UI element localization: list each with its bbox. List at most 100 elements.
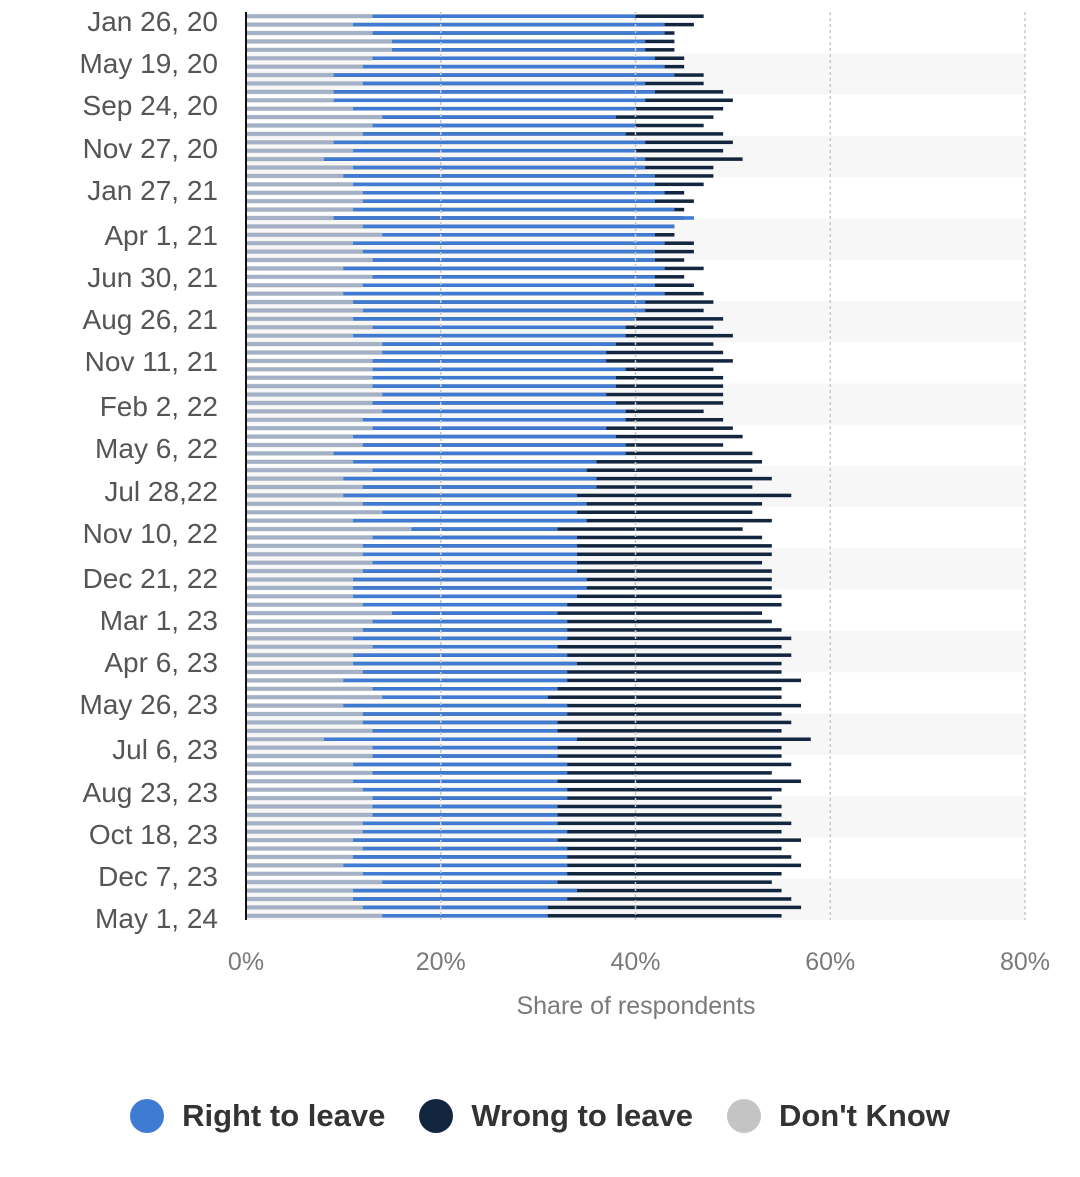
bar-right-to-leave: [246, 863, 568, 868]
bar-don-t-know: [246, 299, 354, 305]
bar-don-t-know: [246, 888, 354, 893]
bar-don-t-know: [246, 425, 373, 431]
bar-right-to-leave: [246, 619, 568, 624]
legend-item-dont-know[interactable]: Don't Know: [726, 1098, 950, 1134]
bar-don-t-know: [246, 367, 373, 372]
bar-don-t-know: [246, 47, 393, 53]
bar-right-to-leave: [246, 451, 626, 456]
bar-right-to-leave: [246, 544, 578, 548]
bar-right-to-leave: [246, 241, 665, 245]
bar-right-to-leave: [246, 417, 626, 422]
bar-don-t-know: [246, 131, 363, 137]
y-tick-label: May 6, 22: [95, 433, 218, 464]
bar-right-to-leave: [246, 779, 558, 784]
bar-right-to-leave: [246, 560, 578, 565]
bar-don-t-know: [246, 854, 354, 860]
bar-don-t-know: [246, 484, 363, 490]
bar-don-t-know: [246, 795, 373, 801]
bar-right-to-leave: [246, 569, 578, 573]
bar-don-t-know: [246, 400, 373, 406]
bar-right-to-leave: [246, 283, 655, 288]
bar-don-t-know: [246, 224, 363, 229]
bar-right-to-leave: [246, 182, 655, 187]
bar-right-to-leave: [246, 905, 548, 910]
bar-don-t-know: [246, 669, 363, 675]
bar-right-to-leave: [246, 325, 626, 330]
bar-don-t-know: [246, 804, 373, 809]
y-tick-label: Apr 1, 21: [104, 220, 218, 251]
bar-right-to-leave: [246, 712, 568, 716]
bar-right-to-leave: [246, 64, 665, 69]
bar-right-to-leave: [246, 737, 578, 742]
bar-right-to-leave: [246, 258, 655, 262]
bar-right-to-leave: [246, 821, 558, 826]
bar-don-t-know: [246, 190, 363, 196]
bar-don-t-know: [246, 232, 383, 238]
bar-don-t-know: [246, 333, 354, 338]
bar-don-t-know: [246, 81, 363, 86]
bar-don-t-know: [246, 156, 324, 162]
y-tick-label: Aug 23, 23: [83, 777, 218, 808]
bar-don-t-know: [246, 720, 363, 725]
bar-right-to-leave: [246, 670, 568, 674]
bar-don-t-know: [246, 106, 354, 111]
legend-swatch-dont-know: [726, 1099, 761, 1133]
legend-item-right-to-leave[interactable]: Right to leave: [130, 1098, 385, 1134]
bar-don-t-know: [246, 837, 354, 843]
bar-don-t-know: [246, 13, 373, 19]
x-tick-label: 40%: [610, 948, 660, 976]
bar-don-t-know: [246, 678, 344, 683]
legend-label-dont-know: Don't Know: [778, 1098, 950, 1133]
bar-right-to-leave: [246, 787, 568, 792]
bar-don-t-know: [246, 879, 383, 885]
bar-right-to-leave: [246, 224, 675, 229]
bar-don-t-know: [246, 543, 363, 549]
bar-don-t-know: [246, 476, 344, 481]
bar-don-t-know: [246, 215, 334, 221]
bar-right-to-leave: [246, 359, 607, 363]
bar-don-t-know: [246, 535, 373, 540]
bar-don-t-know: [246, 123, 373, 128]
bar-don-t-know: [246, 358, 373, 364]
bar-right-to-leave: [246, 426, 607, 430]
bar-don-t-know: [246, 249, 363, 254]
bar-right-to-leave: [246, 535, 578, 540]
bar-right-to-leave: [246, 880, 558, 884]
bar-don-t-know: [246, 501, 363, 507]
bar-right-to-leave: [246, 510, 578, 515]
x-axis-title: Share of respondents: [516, 992, 756, 1020]
bar-don-t-know: [246, 753, 373, 759]
x-tick-label: 80%: [1000, 948, 1050, 976]
bar-don-t-know: [246, 602, 363, 608]
legend: Right to leave Wrong to leave Don't Know: [0, 1098, 1080, 1134]
bar-right-to-leave: [246, 115, 617, 119]
bar-don-t-know: [246, 686, 373, 692]
bar-right-to-leave: [246, 552, 578, 557]
bar-don-t-know: [246, 324, 373, 330]
bar-right-to-leave: [246, 300, 646, 304]
bar-don-t-know: [246, 661, 354, 666]
bar-right-to-leave: [246, 762, 568, 767]
y-tick-label: May 1, 24: [95, 903, 218, 934]
bar-right-to-leave: [246, 577, 587, 582]
legend-item-wrong-to-leave[interactable]: Wrong to leave: [419, 1098, 693, 1134]
bar-don-t-know: [246, 30, 373, 36]
bar-right-to-leave: [246, 48, 646, 52]
bar-right-to-leave: [246, 190, 665, 195]
bar-don-t-know: [246, 341, 383, 347]
bar-don-t-know: [246, 812, 373, 818]
bar-right-to-leave: [246, 291, 665, 296]
bar-right-to-leave: [246, 687, 558, 691]
bar-don-t-know: [246, 114, 383, 120]
bar-don-t-know: [246, 282, 363, 288]
bar-don-t-know: [246, 762, 354, 767]
bar-don-t-know: [246, 619, 373, 624]
bar-right-to-leave: [246, 392, 607, 397]
bar-right-to-leave: [246, 695, 548, 699]
bar-don-t-know: [246, 274, 373, 280]
bar-right-to-leave: [246, 266, 665, 271]
bar-right-to-leave: [246, 678, 568, 683]
bar-right-to-leave: [246, 39, 646, 44]
